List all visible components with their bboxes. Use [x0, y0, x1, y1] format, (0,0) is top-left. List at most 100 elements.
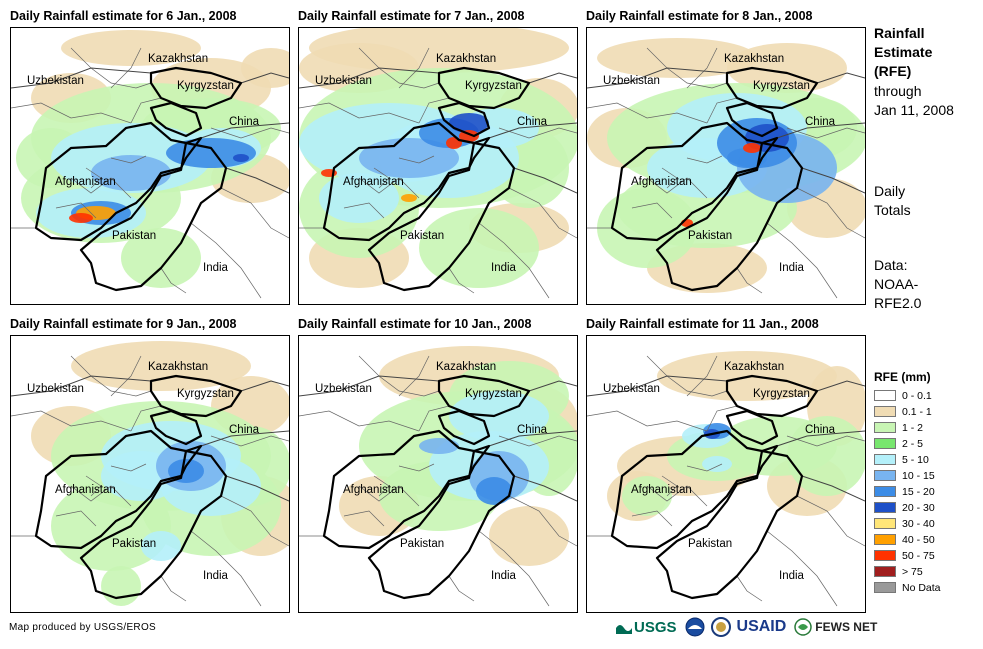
legend-item: 2 - 5 [874, 436, 923, 452]
noaa-logo [685, 617, 705, 637]
province-boundary [299, 102, 420, 124]
country-label-china: China [229, 116, 260, 128]
province-boundary [70, 47, 152, 89]
usaid-wordmark: USAID [736, 618, 787, 635]
country-label-kyrgyzstan: Kyrgyzstan [753, 80, 810, 92]
rainfall-area [91, 155, 171, 191]
country-outline [149, 66, 243, 110]
legend-item: 30 - 40 [874, 516, 935, 532]
country-label-india: India [779, 570, 804, 582]
country-outline [725, 409, 779, 446]
country-outline [655, 141, 804, 292]
country-label-uzbekistan: Uzbekistan [27, 383, 84, 395]
province-boundary [110, 155, 147, 164]
country-outline [437, 66, 531, 110]
date-line: through [874, 83, 922, 99]
country-outline [367, 141, 516, 292]
map-canvas [587, 351, 865, 607]
legend-item: 10 - 15 [874, 468, 935, 484]
panel-title: Daily Rainfall estimate for 10 Jan., 200… [298, 317, 532, 331]
country-outline [725, 66, 819, 110]
rainfall-area [743, 143, 761, 153]
rainfall-area [727, 43, 847, 93]
country-label-pakistan: Pakistan [400, 230, 445, 242]
legend-swatch [874, 518, 896, 530]
province-boundary [631, 510, 673, 527]
panel-title: Daily Rainfall estimate for 7 Jan., 2008 [298, 9, 525, 23]
country-outline [149, 409, 203, 446]
province-boundary [398, 355, 430, 397]
rainfall-area [597, 188, 697, 268]
date-line: Jan 11, 2008 [874, 102, 954, 118]
rainfall-map: Kazakhstan Uzbekistan Kyrgyzstan China Afgha… [10, 27, 290, 305]
country-label-kazakhstan: Kazakhstan [148, 53, 209, 65]
totals-line: Totals [874, 202, 911, 218]
province-boundary [478, 530, 550, 607]
legend-label: 5 - 10 [902, 453, 929, 466]
country-outline [34, 429, 203, 550]
legend-swatch [874, 438, 896, 450]
province-boundary [358, 47, 440, 89]
legend-swatch [874, 454, 896, 466]
country-label-india: India [491, 570, 516, 582]
province-boundary [70, 355, 152, 397]
country-outline [655, 449, 804, 600]
date-range: through Jan 11, 2008 [874, 82, 954, 120]
credit-text: Map produced by USGS/EROS [9, 622, 157, 633]
country-boundary [299, 375, 577, 502]
legend-label: 30 - 40 [902, 517, 935, 530]
province-boundary [631, 202, 673, 219]
legend-label: 40 - 50 [902, 533, 935, 546]
province-boundary [508, 495, 577, 547]
province-boundary [766, 222, 838, 299]
province-boundary [686, 463, 723, 472]
country-label-kazakhstan: Kazakhstan [148, 361, 209, 373]
rainfall-area [69, 213, 93, 223]
country-label-afghanistan: Afghanistan [631, 176, 692, 188]
legend-label: 50 - 75 [902, 549, 935, 562]
country-label-india: India [203, 262, 228, 274]
country-outline [610, 429, 779, 550]
province-boundary [736, 575, 763, 602]
country-label-kazakhstan: Kazakhstan [724, 361, 785, 373]
country-label-china: China [805, 116, 836, 128]
country-label-india: India [491, 262, 516, 274]
province-boundary [766, 530, 838, 607]
country-boundary [11, 375, 289, 502]
legend-label: 15 - 20 [902, 485, 935, 498]
legend-swatch [874, 534, 896, 546]
heading-line: (RFE) [874, 63, 912, 79]
country-label-uzbekistan: Uzbekistan [315, 383, 372, 395]
rainfall-area [449, 391, 549, 441]
map-canvas [11, 30, 289, 299]
legend-item: 5 - 10 [874, 452, 929, 468]
rainfall-area [489, 506, 569, 566]
rainfall-area [233, 154, 249, 162]
province-boundary [398, 155, 435, 164]
province-boundary [796, 495, 865, 547]
province-boundary [661, 167, 678, 189]
country-label-kyrgyzstan: Kyrgyzstan [753, 388, 810, 400]
country-outline [610, 121, 779, 242]
country-label-kyrgyzstan: Kyrgyzstan [177, 80, 234, 92]
province-boundary [343, 510, 385, 527]
country-label-pakistan: Pakistan [400, 538, 445, 550]
legend-item: 0 - 0.1 [874, 388, 932, 404]
province-boundary [736, 267, 763, 294]
province-boundary [478, 222, 550, 299]
province-boundary [343, 202, 385, 219]
province-boundary [373, 167, 390, 189]
province-boundary [220, 187, 289, 239]
legend-label: 1 - 2 [902, 421, 924, 434]
country-label-uzbekistan: Uzbekistan [315, 75, 372, 87]
country-outline [149, 374, 243, 418]
usgs-wordmark: USGS [634, 618, 677, 636]
rainfall-area [61, 30, 201, 66]
logo-strip: USGS USAID FEWS NET [616, 617, 877, 637]
country-outline [322, 429, 491, 550]
province-boundary [587, 410, 708, 432]
province-boundary [706, 97, 738, 124]
legend-label: 2 - 5 [902, 437, 924, 450]
rainfall-area [241, 48, 289, 88]
legend-item: 1 - 2 [874, 420, 923, 436]
